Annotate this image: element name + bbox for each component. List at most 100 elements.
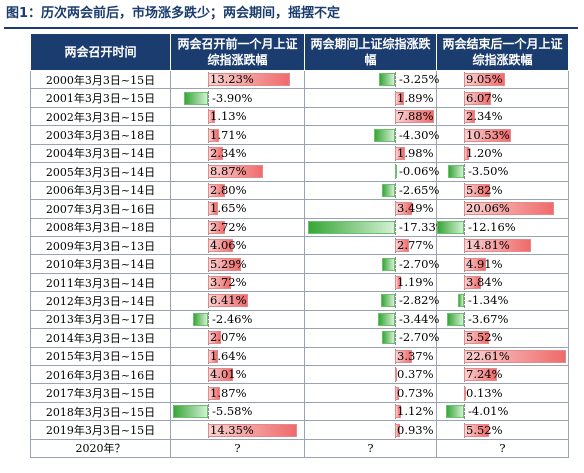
before-cell: 14.35% <box>170 420 305 440</box>
value-label: 7.24% <box>466 367 503 382</box>
table-row: 2015年3月3日~15日 1.64% 3.37% 22.61% <box>30 346 569 367</box>
value-label: 1.13% <box>210 109 247 124</box>
positive-bar <box>464 331 489 345</box>
after-cell: 14.81% <box>436 235 569 256</box>
positive-bar <box>395 349 412 363</box>
period-cell: 2001年3月3日~15日 <box>30 88 171 108</box>
positive-bar <box>208 110 215 124</box>
positive-bar <box>208 257 241 271</box>
header-row: 两会召开时间 两会召开前一个月上证综指涨跌幅 两会期间上证综指涨跌幅 两会结束后… <box>30 33 569 71</box>
before-cell: 2.80% <box>170 180 305 201</box>
value-label: -5.58% <box>212 404 253 419</box>
before-cell: 3.72% <box>170 272 305 293</box>
negative-bar <box>381 183 395 197</box>
period-cell: 2017年3月3日~15日 <box>30 383 171 403</box>
before-cell: ? <box>170 438 305 459</box>
value-label: 1.19% <box>397 275 434 290</box>
before-cell: 1.64% <box>170 346 305 367</box>
value-label: 1.20% <box>466 145 503 160</box>
value-label: 5.52% <box>466 330 503 345</box>
period-cell: 2010年3月3日~14日 <box>30 254 171 274</box>
header-after: 两会结束后一个月上证综指涨跌幅 <box>436 33 569 71</box>
positive-bar <box>208 146 223 160</box>
value-label: 2.34% <box>210 145 247 160</box>
period-cell: 2016年3月3日~16日 <box>30 364 171 385</box>
during-cell: 1.98% <box>304 143 437 164</box>
before-cell: 8.87% <box>170 162 305 182</box>
period-cell: 2003年3月3日~18日 <box>30 125 171 145</box>
during-cell: -0.06% <box>304 162 439 182</box>
value-label: -2.82% <box>399 293 440 308</box>
value-label: 3.72% <box>210 275 247 290</box>
positive-bar <box>208 331 221 345</box>
during-cell: 1.19% <box>304 272 437 293</box>
negative-bar <box>381 257 395 271</box>
value-label: 10.53% <box>466 127 510 142</box>
negative-bar <box>378 73 395 87</box>
negative-bar <box>173 405 208 419</box>
value-label: 2.07% <box>210 330 247 345</box>
after-cell: 7.24% <box>436 364 569 385</box>
zero-axis <box>395 182 396 198</box>
negative-bar <box>437 220 464 234</box>
title-rule <box>4 27 578 29</box>
value-label: 4.06% <box>210 238 247 253</box>
negative-bar <box>394 165 397 179</box>
during-cell: 3.49% <box>304 199 437 219</box>
table-row: 2013年3月3日~17日 -2.46% -3.44% -3.67% <box>30 309 569 330</box>
positive-bar <box>464 276 482 290</box>
value-label: 2.77% <box>397 238 434 253</box>
before-cell: -5.58% <box>170 401 305 422</box>
positive-bar <box>208 239 234 253</box>
after-cell: 6.07% <box>436 88 569 108</box>
zero-axis <box>208 90 209 106</box>
value-label: 5.82% <box>466 182 503 197</box>
table-row: 2009年3月3日~13日 4.06% 2.77% 14.81% <box>30 235 569 256</box>
value-label: 1.12% <box>397 404 434 419</box>
value-label: 20.06% <box>466 201 510 216</box>
period-cell: 2020年？ <box>30 438 171 459</box>
after-cell: -1.34% <box>436 291 569 311</box>
value-label: -2.70% <box>399 330 440 345</box>
during-cell: -2.70% <box>304 254 439 274</box>
positive-bar <box>208 202 219 216</box>
value-label: 9.05% <box>466 72 503 87</box>
positive-bar <box>395 110 435 124</box>
positive-bar <box>464 183 491 197</box>
value-label: 13.23% <box>210 72 254 87</box>
zero-axis <box>395 256 396 272</box>
positive-bar <box>208 73 291 87</box>
positive-bar <box>208 349 219 363</box>
zero-axis <box>395 219 396 235</box>
zero-axis <box>395 127 396 143</box>
value-label: -12.16% <box>468 219 516 234</box>
period-cell: 2015年3月3日~15日 <box>30 346 171 367</box>
after-cell: -3.67% <box>436 309 569 330</box>
period-cell: 2009年3月3日~13日 <box>30 235 171 256</box>
positive-bar <box>208 368 233 382</box>
period-cell: 2012年3月3日~14日 <box>30 291 171 311</box>
after-cell: 5.82% <box>436 180 569 201</box>
during-cell: 3.37% <box>304 346 437 367</box>
during-cell: -3.25% <box>304 69 439 90</box>
before-cell: 4.01% <box>170 364 305 385</box>
header-before: 两会召开前一个月上证综指涨跌幅 <box>170 33 305 71</box>
before-cell: 1.71% <box>170 125 305 145</box>
value-label: 7.88% <box>397 109 434 124</box>
during-cell: 0.37% <box>304 364 437 385</box>
period-cell: 2007年3月3日~16日 <box>30 199 171 219</box>
positive-bar <box>208 220 225 234</box>
zero-axis <box>395 330 396 346</box>
value-label: 1.87% <box>210 385 247 400</box>
after-cell: 22.61% <box>436 346 569 367</box>
positive-bar <box>208 128 219 142</box>
before-cell: 6.41% <box>170 291 305 311</box>
value-label: 6.07% <box>466 90 503 105</box>
during-cell: 0.73% <box>304 383 437 403</box>
period-cell: 2008年3月3日~18日 <box>30 217 171 237</box>
value-label: -4.01% <box>468 404 509 419</box>
period-cell: 2004年3月3日~14日 <box>30 143 171 164</box>
value-label: 6.41% <box>210 293 247 308</box>
period-cell: 2000年3月3日~15日 <box>30 69 171 90</box>
negative-bar <box>192 312 208 326</box>
